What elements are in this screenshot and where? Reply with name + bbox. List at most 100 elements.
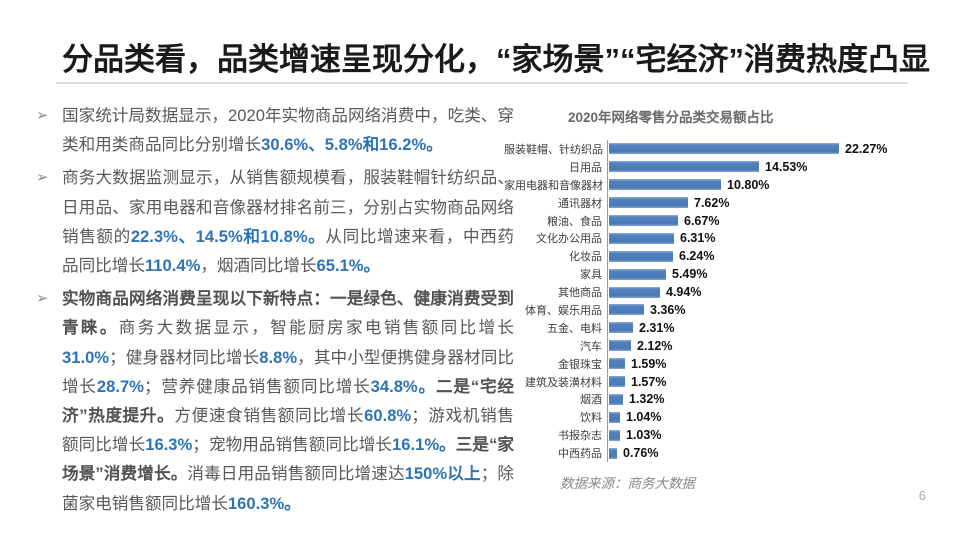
- chart-row: 饮料 1.04%: [504, 408, 956, 427]
- chart-row: 粮油、食品 6.67%: [504, 211, 956, 230]
- text-segment: 实物商品网络消费呈现以下新特点：一是绿色、健康消费受到青睐。: [62, 289, 514, 338]
- bar-area: 6.67%: [607, 211, 956, 230]
- text-segment: ；健身器材同比增长: [109, 347, 260, 367]
- bullet-item: ➢ 国家统计局数据显示，2020年实物商品网络消费中，吃类、穿类和用类商品同比分别…: [36, 101, 514, 159]
- slide-title: 分品类看，品类增速呈现分化，“家场景”“宅经济”消费热度凸显: [62, 42, 930, 77]
- bar: [609, 429, 620, 441]
- bar-area: 1.04%: [607, 408, 956, 427]
- bar-area: 4.94%: [607, 283, 956, 302]
- bar: [609, 447, 617, 459]
- text-segment: 商务大数据显示，智能厨房家电销售额同比增长: [118, 318, 515, 338]
- chart-row: 家具 5.49%: [504, 265, 956, 284]
- highlight-value: 28.7%: [96, 376, 144, 396]
- chart-row: 其他商品 4.94%: [504, 283, 956, 302]
- value-label: 6.24%: [679, 249, 715, 264]
- bar-area: 0.76%: [607, 444, 956, 463]
- value-label: 6.67%: [684, 213, 720, 228]
- category-label: 化妆品: [569, 251, 602, 264]
- value-label: 5.49%: [672, 267, 708, 282]
- highlight-value: 150%以上: [404, 464, 481, 484]
- bullet-arrow-icon: ➢: [36, 169, 49, 187]
- bullet-text: 国家统计局数据显示，2020年实物商品网络消费中，吃类、穿类和用类商品同比分别增…: [62, 101, 514, 159]
- bar-area: 2.31%: [607, 318, 956, 337]
- category-label: 建筑及装潢材料: [525, 376, 602, 389]
- bar: [609, 268, 666, 280]
- bar: [609, 250, 673, 262]
- bar: [609, 393, 623, 405]
- text-segment: 从同比增速来看，中西药品同比增长: [62, 226, 515, 276]
- bar: [609, 376, 625, 388]
- chart-rows: 服装鞋帽、针纺织品 22.27% 日用品 14.53% 家用电器和音像器材 10.80% 通…: [504, 140, 956, 463]
- value-label: 1.04%: [626, 410, 662, 425]
- text-segment: ；除菌家电销售额同比增长: [62, 464, 515, 513]
- bar: [609, 161, 759, 173]
- bar-area: 3.36%: [607, 301, 956, 319]
- value-label: 2.31%: [639, 320, 675, 335]
- page-number: 6: [918, 488, 926, 503]
- category-label: 文化办公用品: [536, 233, 602, 246]
- value-label: 3.36%: [650, 302, 686, 317]
- category-label: 饮料: [580, 412, 602, 425]
- category-label: 体育、娱乐用品: [525, 304, 602, 317]
- bar: [609, 143, 839, 155]
- chart-row: 体育、娱乐用品 3.36%: [504, 301, 956, 319]
- highlight-value: 60.8%: [364, 406, 412, 426]
- category-label: 五金、电料: [547, 322, 602, 335]
- chart-panel: 2020年网络零售分品类交易额占比 服装鞋帽、针纺织品 22.27% 日用品 14.5…: [504, 106, 956, 492]
- value-label: 10.80%: [727, 177, 770, 192]
- text-segment: ；宠物用品销售额同比增长: [192, 435, 393, 455]
- chart-title: 2020年网络零售分品类交易额占比: [568, 110, 774, 125]
- bar: [609, 358, 625, 370]
- chart-row: 家用电器和音像器材 10.80%: [504, 175, 956, 194]
- highlight-value: 110.4%: [144, 256, 201, 276]
- value-label: 4.94%: [666, 285, 702, 300]
- bar-area: 6.31%: [607, 229, 956, 248]
- value-label: 1.32%: [629, 392, 665, 407]
- bar-area: 2.12%: [607, 336, 956, 355]
- value-label: 7.62%: [694, 195, 730, 210]
- chart-row: 服装鞋帽、针纺织品 22.27%: [504, 140, 956, 158]
- bar-area: 6.24%: [607, 247, 956, 266]
- category-label: 家用电器和音像器材: [504, 179, 603, 192]
- highlight-value: 16.3%: [145, 435, 193, 455]
- category-label: 通讯器材: [558, 197, 602, 210]
- text-segment: 三是“家场景”消费增长。: [62, 435, 515, 484]
- text-segment: 方便速食销售额同比增长: [174, 406, 365, 426]
- bullet-item: ➢ 商务大数据监测显示，从销售额规模看，服装鞋帽针纺织品、日用品、家用电器和音像器…: [36, 163, 514, 280]
- chart-row: 书报杂志 1.03%: [504, 426, 956, 445]
- bullet-item: ➢ 实物商品网络消费呈现以下新特点：一是绿色、健康消费受到青睐。商务大数据显示，智…: [36, 284, 514, 518]
- chart-row: 通讯器材 7.62%: [504, 193, 956, 212]
- highlight-value: 22.3%、14.5%和10.8%。: [130, 226, 326, 246]
- bar: [609, 340, 631, 352]
- value-label: 22.27%: [845, 141, 888, 156]
- text-segment: 商务大数据监测显示，从销售额规模看，服装鞋帽针纺织品、日用品、家用电器和音像器材…: [62, 168, 514, 246]
- chart-row: 金银珠宝 1.59%: [504, 354, 956, 373]
- category-label: 服装鞋帽、针纺织品: [504, 143, 603, 156]
- bullet-arrow-icon: ➢: [36, 290, 49, 308]
- chart-row: 日用品 14.53%: [504, 157, 956, 176]
- highlight-value: 31.0%: [62, 347, 110, 367]
- bar-area: 5.49%: [607, 265, 956, 284]
- bar: [609, 286, 660, 298]
- bullet-text: 商务大数据监测显示，从销售额规模看，服装鞋帽针纺织品、日用品、家用电器和音像器材…: [62, 163, 514, 280]
- value-label: 2.12%: [637, 338, 673, 353]
- highlight-value: 16.1%。: [392, 435, 456, 455]
- text-segment: 消毒日用品销售额同比增速达: [187, 464, 405, 484]
- title-underline: [56, 82, 908, 84]
- bar-area: 22.27%: [607, 140, 956, 158]
- value-label: 0.76%: [623, 446, 659, 461]
- bar: [609, 232, 674, 244]
- chart-row: 化妆品 6.24%: [504, 247, 956, 266]
- bar-area: 14.53%: [607, 157, 956, 176]
- bar-area: 1.57%: [607, 372, 956, 391]
- bar-area: 1.59%: [607, 354, 956, 373]
- category-label: 汽车: [580, 340, 602, 353]
- value-label: 1.03%: [626, 428, 662, 443]
- bar: [609, 197, 688, 209]
- value-label: 6.31%: [680, 231, 716, 246]
- chart-row: 烟酒 1.32%: [504, 390, 956, 409]
- value-label: 1.57%: [631, 374, 667, 389]
- category-label: 其他商品: [558, 287, 602, 300]
- category-label: 日用品: [569, 161, 602, 174]
